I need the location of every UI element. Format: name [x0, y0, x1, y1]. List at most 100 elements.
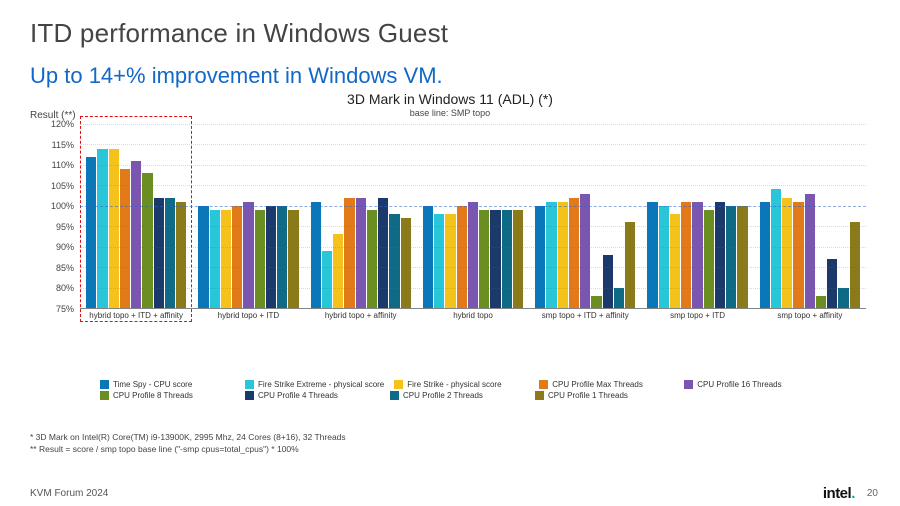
footer: KVM Forum 2024 intel. 20: [0, 480, 900, 506]
gridline: [80, 267, 866, 268]
bar: [782, 198, 792, 308]
bar: [401, 218, 411, 308]
legend-item: CPU Profile 16 Threads: [684, 380, 819, 389]
legend-item: Fire Strike Extreme - physical score: [245, 380, 384, 389]
legend-label: Time Spy - CPU score: [113, 380, 192, 389]
bar: [816, 296, 826, 308]
event-name: KVM Forum 2024: [30, 488, 108, 499]
y-tick: 80%: [30, 283, 74, 293]
bar-group: [754, 124, 866, 308]
subtitle: Up to 14+% improvement in Windows VM.: [30, 63, 870, 89]
category-label: hybrid topo + affinity: [305, 311, 417, 320]
bar: [737, 206, 747, 308]
bar: [333, 234, 343, 308]
footnote-1: * 3D Mark on Intel(R) Core(TM) i9-13900K…: [30, 432, 346, 442]
legend-swatch: [390, 391, 399, 400]
legend-label: CPU Profile 8 Threads: [113, 391, 193, 400]
bar: [266, 206, 276, 308]
bar: [647, 202, 657, 308]
bar: [378, 198, 388, 308]
bars: [311, 124, 411, 308]
bar: [850, 222, 860, 308]
gridline: [80, 144, 866, 145]
legend-label: CPU Profile Max Threads: [552, 380, 643, 389]
bar: [109, 149, 119, 308]
bar: [502, 210, 512, 308]
bars: [86, 124, 186, 308]
bar: [614, 288, 624, 308]
bar: [569, 198, 579, 308]
bar: [704, 210, 714, 308]
bar: [535, 206, 545, 308]
y-tick: 120%: [30, 119, 74, 129]
bar: [165, 198, 175, 308]
legend-label: Fire Strike Extreme - physical score: [258, 380, 384, 389]
page-number: 20: [867, 488, 878, 499]
gridline: [80, 308, 866, 309]
bar: [423, 206, 433, 308]
legend-item: Time Spy - CPU score: [100, 380, 235, 389]
reference-line: [80, 206, 866, 207]
chart-title: 3D Mark in Windows 11 (ADL) (*): [30, 91, 870, 107]
chart-subtitle: base line: SMP topo: [30, 108, 870, 118]
y-tick: 115%: [30, 140, 74, 150]
bar: [154, 198, 164, 308]
bar: [97, 149, 107, 308]
category-label: hybrid topo: [417, 311, 529, 320]
bar: [558, 202, 568, 308]
legend-swatch: [245, 380, 254, 389]
legend-label: CPU Profile 2 Threads: [403, 391, 483, 400]
legend-item: CPU Profile 2 Threads: [390, 391, 525, 400]
slide: ITD performance in Windows Guest Up to 1…: [0, 0, 900, 506]
legend-item: CPU Profile 8 Threads: [100, 391, 235, 400]
legend-swatch: [100, 380, 109, 389]
gridline: [80, 124, 866, 125]
legend-swatch: [684, 380, 693, 389]
bar-group: [305, 124, 417, 308]
legend-swatch: [100, 391, 109, 400]
bar: [726, 206, 736, 308]
category-labels: hybrid topo + ITD + affinityhybrid topo …: [80, 311, 866, 320]
bar-group: [641, 124, 753, 308]
category-label: smp topo + ITD: [641, 311, 753, 320]
legend-label: CPU Profile 4 Threads: [258, 391, 338, 400]
legend-item: CPU Profile 1 Threads: [535, 391, 670, 400]
bar: [771, 189, 781, 308]
bar-group: [417, 124, 529, 308]
bar: [591, 296, 601, 308]
bars: [423, 124, 523, 308]
legend-label: CPU Profile 16 Threads: [697, 380, 781, 389]
bar: [131, 161, 141, 308]
bar: [625, 222, 635, 308]
gridline: [80, 288, 866, 289]
bar: [580, 194, 590, 308]
bar: [546, 202, 556, 308]
gridline: [80, 247, 866, 248]
y-axis: 75%80%85%90%95%100%105%110%115%120%: [30, 124, 76, 309]
gridline: [80, 185, 866, 186]
category-label: smp topo + ITD + affinity: [529, 311, 641, 320]
bar: [479, 210, 489, 308]
bar: [232, 206, 242, 308]
bars: [535, 124, 635, 308]
bar: [670, 214, 680, 308]
category-label: hybrid topo + ITD: [192, 311, 304, 320]
bar: [603, 255, 613, 308]
bar: [681, 202, 691, 308]
bar: [176, 202, 186, 308]
bar: [344, 198, 354, 308]
bars: [198, 124, 298, 308]
bar: [288, 210, 298, 308]
bar: [468, 202, 478, 308]
gridline: [80, 165, 866, 166]
bar: [311, 202, 321, 308]
bar: [513, 210, 523, 308]
bars: [647, 124, 747, 308]
brand-logo: intel.: [823, 485, 855, 502]
y-tick: 95%: [30, 222, 74, 232]
page-title: ITD performance in Windows Guest: [30, 18, 870, 49]
bar: [210, 210, 220, 308]
bar: [434, 214, 444, 308]
bar: [715, 202, 725, 308]
legend-swatch: [394, 380, 403, 389]
